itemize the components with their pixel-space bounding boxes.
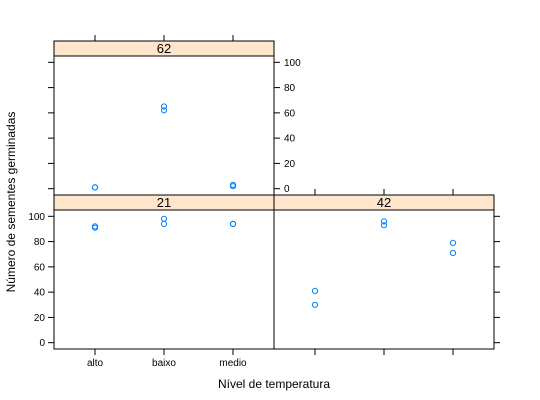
y-axis-left-tick-label: 20: [34, 313, 46, 324]
data-point-42-baixo: [380, 222, 388, 229]
panel-frame-62: [53, 55, 275, 196]
panel-21: 21: [53, 194, 275, 350]
y-axis-right-top-tick-label: 80: [284, 83, 296, 94]
data-point-42-alto: [311, 287, 319, 294]
y-axis-right-top-tick-label: 40: [284, 134, 296, 145]
y-axis-left-tick-label: 60: [34, 262, 46, 273]
panel-42: 42: [273, 194, 495, 350]
x-axis-bottom-left-tick-label: alto: [87, 358, 104, 369]
strip-label-42: 42: [377, 195, 391, 210]
data-point-62-medio: [229, 181, 237, 188]
panel-frame-21: [53, 209, 275, 350]
data-point-21-baixo: [160, 220, 168, 227]
strip-label-62: 62: [157, 41, 171, 56]
data-point-62-baixo: [160, 103, 168, 110]
x-axis-title: Nível de temperatura: [218, 377, 330, 391]
y-axis-left-tick-label: 0: [39, 338, 45, 349]
y-axis-left-tick-label: 40: [34, 288, 46, 299]
y-axis-left-tick-label: 100: [28, 212, 45, 223]
data-point-42-medio: [449, 239, 457, 246]
panel-62: 62: [53, 40, 275, 196]
axes: 0 20 40 60 80 100 0 20 40 60 80 100 alto baixo medio: [28, 35, 500, 369]
data-point-62-alto: [91, 184, 99, 191]
panel-frame-42: [273, 209, 495, 350]
y-axis-right-top-tick-label: 20: [284, 159, 296, 170]
y-axis-right-top-tick-label: 100: [284, 58, 301, 69]
y-axis-right-top-tick-label: 0: [284, 184, 290, 195]
y-axis-title: Número de sementes germinadas: [4, 112, 18, 293]
y-axis-right-top-tick-label: 60: [284, 108, 296, 119]
x-axis-bottom-left-tick-label: medio: [219, 358, 247, 369]
data-point-62-baixo: [160, 107, 168, 114]
x-axis-bottom-left-tick-label: baixo: [152, 358, 176, 369]
strip-label-21: 21: [157, 195, 171, 210]
data-point-21-baixo: [160, 215, 168, 222]
points-panel-42: [311, 218, 457, 308]
data-point-42-medio: [449, 249, 457, 257]
y-axis-left-tick-label: 80: [34, 237, 46, 248]
points-panel-21: [91, 215, 237, 231]
data-point-21-medio: [229, 220, 237, 227]
data-point-21-alto: [91, 223, 99, 230]
data-point-42-baixo: [380, 218, 388, 225]
data-point-42-alto: [311, 301, 319, 308]
points-panel-62: [91, 103, 237, 191]
